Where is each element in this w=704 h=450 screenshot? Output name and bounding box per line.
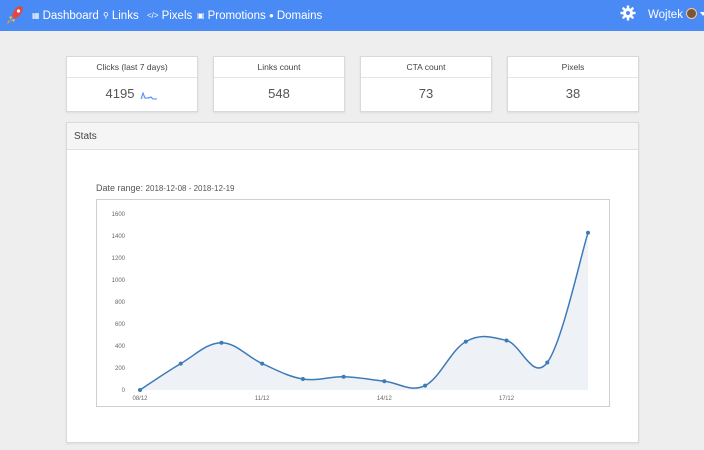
chart-point-0[interactable] — [138, 388, 142, 392]
clicks-chart-svg: 0 200 400 600 800 1000 1200 1400 1600 08/12 11/12 1… — [112, 212, 590, 402]
clicks-card-value-row: 4195 — [67, 86, 197, 101]
grid-icon: ▦ — [32, 11, 40, 20]
chart-point-11[interactable] — [586, 230, 590, 235]
calendar-icon: ▣ — [197, 11, 205, 20]
cta-count-card-value: 73 — [418, 86, 434, 101]
code-icon: </> — [147, 11, 159, 20]
top-navbar: ▦ Dashboard ⚲ Links </> Pixels ▣ Promotions … — [0, 0, 704, 31]
stats-panel: Stats Date range: 2018-12-08 - 2018-12-1… — [66, 122, 639, 443]
cta-count-card: CTA count 73 — [360, 56, 492, 112]
chart-point-2[interactable] — [219, 340, 224, 345]
y-tick-label: 1000 — [112, 278, 126, 284]
nav-links[interactable]: ⚲ Links — [103, 0, 139, 31]
clicks-card: Clicks (last 7 days) 4195 — [66, 56, 198, 112]
user-menu[interactable]: Wojtek — [648, 0, 704, 31]
x-tick-label: 17/12 — [499, 396, 515, 402]
y-tick-label: 1200 — [112, 256, 126, 262]
chevron-down-icon — [699, 12, 704, 16]
chart-point-3[interactable] — [260, 361, 265, 366]
date-range-value: 2018-12-08 - 2018-12-19 — [145, 184, 235, 193]
date-range: Date range: 2018-12-08 - 2018-12-19 — [96, 183, 235, 193]
x-tick-label: 14/12 — [377, 396, 393, 402]
y-tick-label: 200 — [115, 366, 126, 372]
y-tick-label: 1600 — [112, 212, 126, 218]
chart-point-7[interactable] — [423, 383, 428, 388]
y-tick-label: 600 — [115, 322, 126, 328]
nav-dashboard[interactable]: ▦ Dashboard — [32, 0, 99, 31]
chart-point-6[interactable] — [382, 379, 387, 384]
nav-domains-label: Domains — [276, 10, 323, 22]
nav-pixels[interactable]: </> Pixels — [147, 0, 192, 31]
chart-area-fill — [140, 232, 588, 390]
chart-point-4[interactable] — [300, 377, 305, 381]
clicks-card-title: Clicks (last 7 days) — [67, 57, 197, 78]
chart-point-8[interactable] — [463, 339, 468, 344]
links-count-card-title: Links count — [214, 57, 344, 78]
clicks-chart: 0 200 400 600 800 1000 1200 1400 1600 08/12 11/12 1… — [96, 199, 610, 407]
pixels-card: Pixels 38 — [507, 56, 639, 112]
date-range-label: Date range: — [96, 183, 144, 193]
pixels-card-title: Pixels — [508, 57, 638, 78]
clicks-card-value: 4195 — [105, 86, 135, 101]
links-count-card-value: 548 — [268, 86, 290, 101]
x-tick-label: 08/12 — [132, 396, 148, 402]
stats-panel-title: Stats — [67, 123, 638, 150]
rocket-logo-icon[interactable] — [5, 4, 25, 26]
chart-point-1[interactable] — [178, 361, 183, 366]
nav-promotions[interactable]: ▣ Promotions — [197, 0, 266, 31]
nav-promotions-label: Promotions — [207, 10, 266, 22]
globe-icon: ● — [269, 11, 274, 20]
nav-domains[interactable]: ● Domains — [269, 0, 322, 31]
pixels-card-value: 38 — [565, 86, 581, 101]
sparkline-icon — [140, 91, 158, 100]
cta-count-card-title: CTA count — [361, 57, 491, 78]
avatar — [685, 8, 697, 19]
chart-point-9[interactable] — [504, 338, 509, 343]
chart-point-5[interactable] — [341, 374, 346, 379]
links-count-card: Links count 548 — [213, 56, 345, 112]
user-name: Wojtek — [648, 9, 683, 21]
nav-pixels-label: Pixels — [161, 10, 193, 22]
y-tick-label: 0 — [122, 388, 126, 394]
y-tick-label: 1400 — [112, 234, 126, 240]
x-tick-label: 11/12 — [255, 396, 270, 402]
link-icon: ⚲ — [103, 11, 109, 20]
y-tick-label: 800 — [115, 300, 126, 306]
nav-dashboard-label: Dashboard — [42, 10, 99, 22]
chart-point-10[interactable] — [545, 360, 550, 365]
gear-icon[interactable] — [620, 5, 636, 21]
y-tick-label: 400 — [115, 344, 126, 350]
nav-links-label: Links — [111, 10, 139, 22]
